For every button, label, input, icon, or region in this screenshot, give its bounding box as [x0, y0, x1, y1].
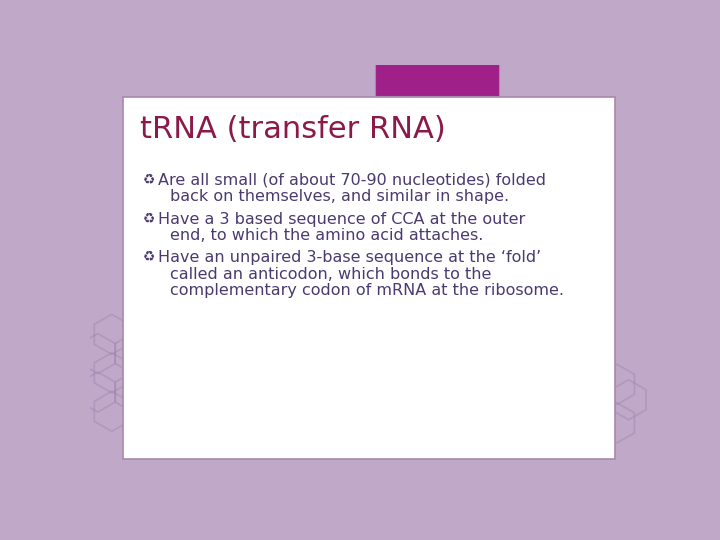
Text: Have an unpaired 3-base sequence at the ‘fold’: Have an unpaired 3-base sequence at the … [158, 251, 541, 266]
Text: ♻: ♻ [143, 212, 155, 226]
Text: back on themselves, and similar in shape.: back on themselves, and similar in shape… [170, 189, 509, 204]
Text: complementary codon of mRNA at the ribosome.: complementary codon of mRNA at the ribos… [170, 283, 564, 298]
Text: ♻: ♻ [143, 251, 155, 265]
Text: end, to which the amino acid attaches.: end, to which the amino acid attaches. [170, 228, 483, 243]
FancyBboxPatch shape [375, 63, 499, 96]
Text: Are all small (of about 70-90 nucleotides) folded: Are all small (of about 70-90 nucleotide… [158, 173, 546, 187]
Text: ♻: ♻ [143, 173, 155, 187]
Text: tRNA (transfer RNA): tRNA (transfer RNA) [140, 115, 446, 144]
Text: Have a 3 based sequence of CCA at the outer: Have a 3 based sequence of CCA at the ou… [158, 212, 526, 226]
Text: called an anticodon, which bonds to the: called an anticodon, which bonds to the [170, 267, 491, 282]
FancyBboxPatch shape [122, 97, 616, 459]
